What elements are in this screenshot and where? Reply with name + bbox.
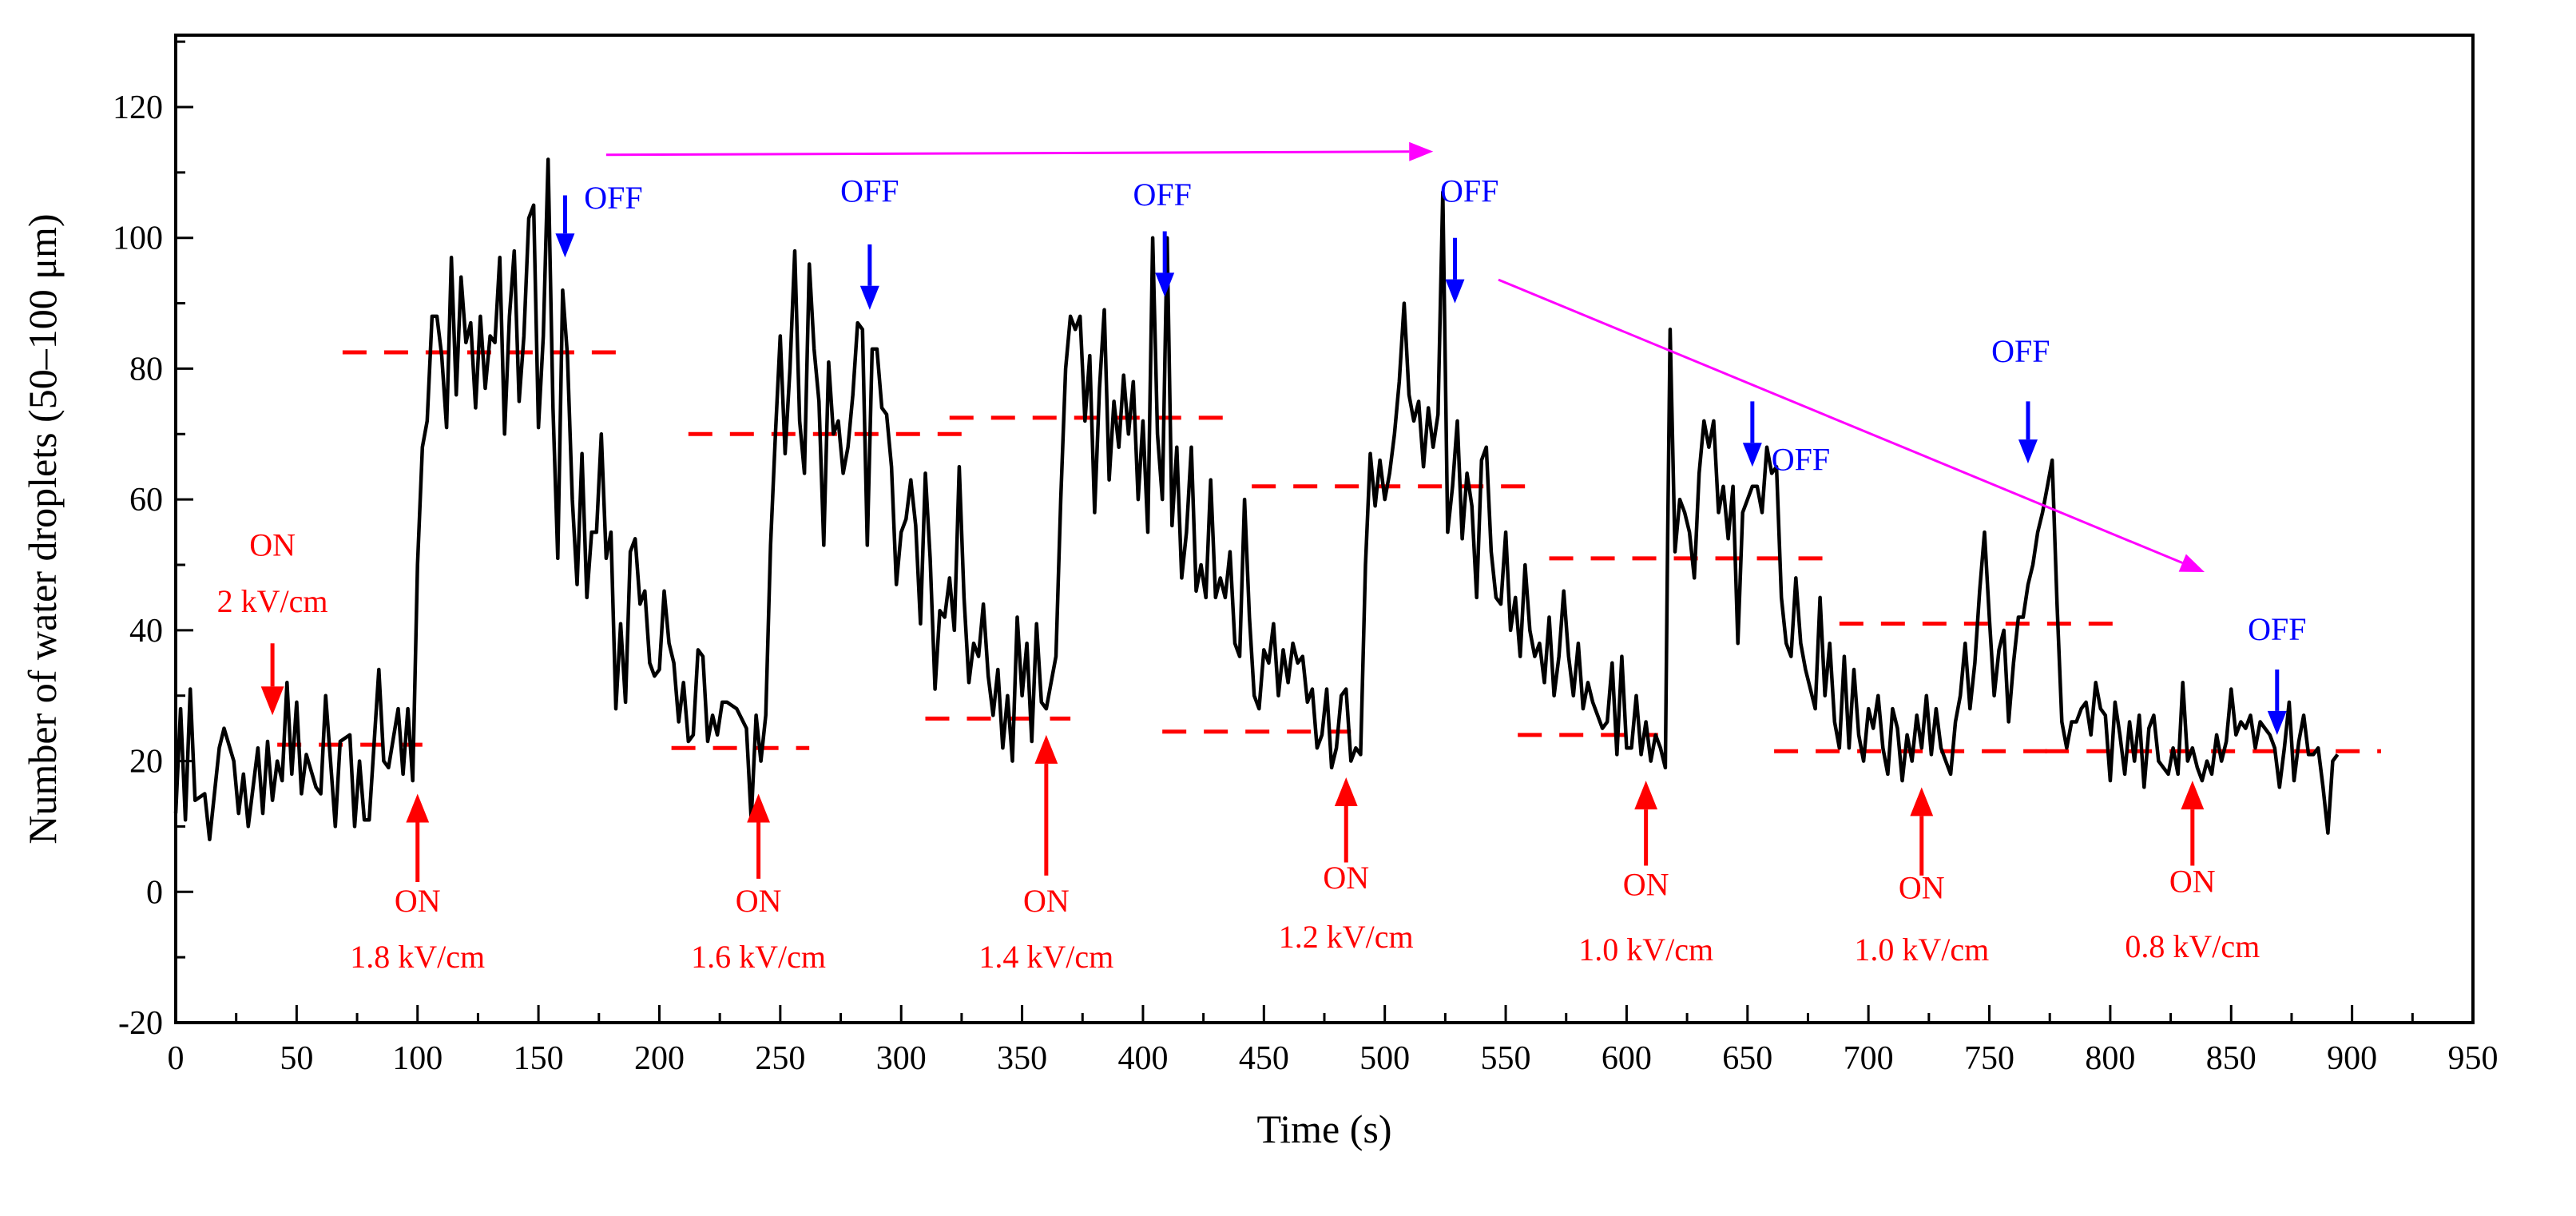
y-tick-label: 120 xyxy=(113,89,163,126)
arrow-head xyxy=(2178,554,2205,573)
axes: 0 50 100 150 200 250 300 350 400 450 500 550 600 650 7… xyxy=(113,40,2499,1077)
field-on-up-arrow xyxy=(1634,781,1658,866)
y-tick-label: 60 xyxy=(129,482,163,519)
off-label: OFF xyxy=(2248,611,2306,647)
x-tick-label: 400 xyxy=(1117,1040,1168,1077)
arrow-head xyxy=(260,686,284,716)
x-tick-label: 200 xyxy=(634,1040,685,1077)
trend-arrow xyxy=(1498,278,2205,573)
arrow-head xyxy=(1634,781,1658,810)
field-on-up-arrow xyxy=(1334,777,1358,863)
arrow-head xyxy=(859,285,879,310)
y-tick-label: 80 xyxy=(129,351,163,387)
droplet-count-series-line xyxy=(173,157,2340,842)
y-tick-label: 20 xyxy=(129,744,163,781)
arrow-head xyxy=(1334,777,1358,807)
arrow-head xyxy=(2267,710,2287,735)
field-strength-label: 1.0 kV/cm xyxy=(1578,932,1713,968)
on-label: ON xyxy=(736,883,782,919)
x-tick-label: 750 xyxy=(1964,1040,2014,1077)
y-tick-label: -20 xyxy=(118,1005,163,1042)
chart-marks: ON 2 kV/cm ON 1.8 kV/cm ON 1.6 kV/cm ON 1.4 kV/… xyxy=(173,141,2381,975)
x-axis-title: Time (s) xyxy=(1256,1107,1391,1151)
y-tick-label: 40 xyxy=(129,613,163,650)
x-tick-label: 100 xyxy=(392,1040,443,1077)
x-tick-label: 450 xyxy=(1239,1040,1289,1077)
y-axis-title: Number of water droplets (50–100 μm) xyxy=(20,213,65,844)
off-label: OFF xyxy=(1440,173,1498,209)
arrow-head xyxy=(1910,787,1934,817)
field-off-arrow xyxy=(555,195,575,258)
field-off-arrow xyxy=(2018,401,2038,464)
field-off-arrow xyxy=(1445,237,1465,304)
on-label: ON xyxy=(1623,866,1669,902)
y-tick-label: 100 xyxy=(113,221,163,257)
x-tick-label: 0 xyxy=(168,1040,185,1077)
field-on-up-arrow xyxy=(2181,781,2205,866)
on-label: ON xyxy=(1023,883,1070,919)
off-label: OFF xyxy=(1772,441,1830,477)
field-on-up-arrow xyxy=(406,793,430,883)
x-tick-label: 500 xyxy=(1359,1040,1410,1077)
x-tick-label: 600 xyxy=(1602,1040,1652,1077)
x-tick-label: 550 xyxy=(1481,1040,1531,1077)
field-strength-label: 0.8 kV/cm xyxy=(2125,928,2260,964)
arrow-shaft xyxy=(1498,278,2183,564)
x-tick-label: 950 xyxy=(2448,1040,2499,1077)
field-strength-label: 1.8 kV/cm xyxy=(350,939,485,975)
field-off-arrow xyxy=(1742,401,1762,467)
field-strength-label: 1.4 kV/cm xyxy=(978,939,1113,975)
off-label: OFF xyxy=(584,180,642,216)
field-on-up-arrow xyxy=(1910,787,1934,876)
off-label: OFF xyxy=(1991,333,2050,369)
arrow-head xyxy=(2018,439,2038,464)
on-label: ON xyxy=(249,527,296,563)
field-strength-label: 1.0 kV/cm xyxy=(1854,932,1989,968)
arrow-head xyxy=(555,233,575,258)
arrow-head xyxy=(747,793,770,823)
arrow-head xyxy=(1155,272,1175,297)
off-label: OFF xyxy=(1133,177,1191,213)
field-strength-label: 2 kV/cm xyxy=(217,583,328,619)
on-label: ON xyxy=(395,883,441,919)
x-tick-label: 800 xyxy=(2085,1040,2135,1077)
x-tick-label: 300 xyxy=(876,1040,927,1077)
on-label: ON xyxy=(1899,869,1945,905)
trend-arrow xyxy=(605,141,1434,161)
x-tick-label: 50 xyxy=(280,1040,313,1077)
field-strength-label: 1.6 kV/cm xyxy=(691,939,826,975)
field-off-arrow xyxy=(859,244,879,310)
y-tick-label: 0 xyxy=(146,874,163,911)
field-on-up-arrow xyxy=(1034,734,1058,876)
arrow-head xyxy=(406,793,430,823)
arrow-head xyxy=(1409,141,1434,161)
x-tick-label: 150 xyxy=(514,1040,564,1077)
x-tick-label: 850 xyxy=(2206,1040,2256,1077)
on-label: ON xyxy=(2169,863,2216,899)
x-tick-label: 350 xyxy=(997,1040,1047,1077)
arrow-head xyxy=(1445,279,1465,304)
field-off-arrow xyxy=(1155,231,1175,297)
arrow-shaft xyxy=(605,150,1410,157)
x-tick-label: 250 xyxy=(755,1040,805,1077)
x-tick-label: 700 xyxy=(1844,1040,1894,1077)
arrow-head xyxy=(1742,443,1762,467)
field-off-arrow xyxy=(2267,669,2287,735)
arrow-head xyxy=(2181,781,2205,810)
x-tick-label: 900 xyxy=(2327,1040,2377,1077)
field-on-up-arrow xyxy=(747,793,770,879)
x-tick-label: 650 xyxy=(1722,1040,1772,1077)
arrow-head xyxy=(1034,734,1058,764)
field-on-down-arrow xyxy=(260,643,284,716)
off-label: OFF xyxy=(840,173,899,209)
field-strength-label: 1.2 kV/cm xyxy=(1279,919,1414,955)
on-label: ON xyxy=(1323,860,1369,896)
